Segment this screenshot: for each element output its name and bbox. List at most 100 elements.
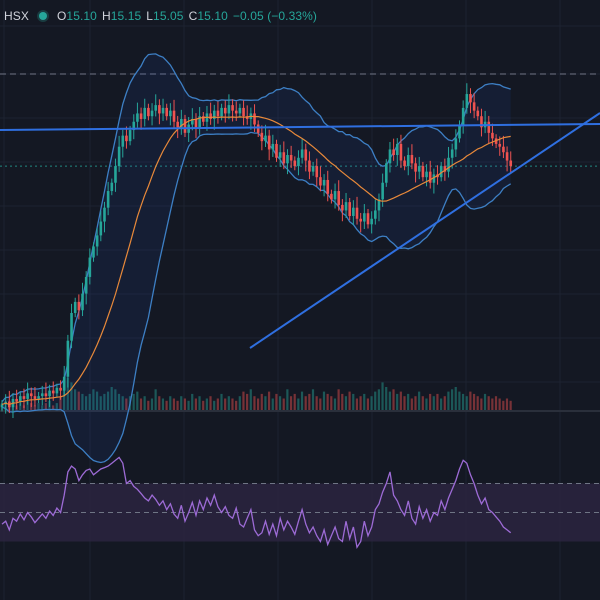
volume-bar [502, 400, 505, 410]
candle-body [92, 246, 95, 258]
volume-bar [44, 403, 47, 410]
volume-bar [289, 396, 293, 410]
candle-body [110, 182, 114, 192]
candle-body [425, 171, 428, 178]
volume-bar [216, 398, 219, 410]
open-label: O [56, 9, 67, 23]
volume-bar [509, 400, 512, 410]
volume-bar [176, 400, 179, 410]
candle-body [227, 105, 231, 114]
candle-body [487, 121, 491, 133]
volume-bar [220, 393, 223, 410]
candle-body [220, 107, 223, 117]
candle-body [374, 210, 377, 219]
candle-body [392, 149, 395, 156]
candle-body [95, 235, 99, 247]
high-label: H [101, 9, 111, 23]
volume-bar [202, 400, 205, 410]
bollinger-lower-line [1, 131, 512, 464]
candle-body [403, 160, 406, 167]
volume-bar [154, 389, 157, 410]
candle-body [344, 202, 348, 211]
volume-bar [238, 396, 241, 410]
candle-body [491, 132, 494, 139]
volume-bar [194, 398, 197, 410]
volume-bar [403, 396, 406, 410]
resistance-trendline [0, 123, 600, 131]
volume-bar [385, 387, 388, 410]
candle-body [154, 105, 158, 111]
volume-bar [308, 393, 311, 410]
candle-body [40, 393, 44, 397]
volume-bar [429, 393, 432, 410]
volume-bar [242, 391, 245, 410]
candle-body [242, 107, 245, 117]
volume-bar [231, 398, 234, 410]
candle-body [264, 135, 267, 142]
volume-bar [95, 391, 99, 410]
volume-bar [150, 398, 154, 410]
change-value: −0.05 (−0.33%) [232, 9, 318, 23]
volume-bar [286, 389, 289, 410]
volume-bar [125, 398, 128, 410]
candle-body [172, 110, 176, 122]
volume-bar [359, 396, 362, 410]
volume-bar [267, 391, 271, 410]
volume-bar [344, 396, 348, 410]
volume-bar [205, 398, 208, 410]
volume-bar [26, 400, 29, 410]
candle-body [267, 135, 271, 150]
candle-body [293, 160, 297, 167]
volume-bar [377, 389, 380, 410]
volume-bar [88, 393, 91, 410]
candle-body [381, 182, 384, 200]
volume-bar [352, 393, 355, 410]
candle-body [81, 293, 84, 311]
volume-bar [480, 398, 483, 410]
volume-bar [494, 396, 498, 410]
candle-body [315, 166, 319, 178]
volume-bars [0, 377, 512, 410]
candle-body [352, 207, 355, 216]
volume-bar [355, 398, 359, 410]
candle-body [348, 202, 351, 216]
volume-bar [487, 396, 490, 410]
candle-body [165, 107, 168, 117]
volume-bar [74, 389, 77, 410]
candle-body [106, 191, 110, 208]
candle-body [509, 160, 513, 167]
volume-bar [110, 387, 113, 410]
volume-bar [315, 396, 318, 410]
volume-bar [81, 393, 84, 410]
volume-bar [103, 393, 106, 410]
volume-bar [158, 396, 161, 410]
volume-bar [143, 396, 146, 410]
rsi-pane [1, 456, 512, 550]
candle-body [191, 118, 194, 125]
volume-bar [436, 393, 439, 410]
candle-body [286, 155, 289, 164]
moving-average-line [1, 115, 511, 406]
candle-body [472, 102, 476, 111]
candle-body [458, 124, 461, 139]
candle-body [388, 149, 392, 164]
candle-body [275, 143, 278, 158]
candle-body [33, 396, 37, 399]
candle-body [44, 393, 48, 397]
volume-bar [165, 400, 168, 410]
bollinger-fill [2, 53, 511, 463]
candle-body [399, 143, 403, 161]
volume-bar [235, 400, 238, 410]
volume-bar [418, 391, 421, 410]
candle-body [414, 163, 417, 172]
volume-bar [132, 393, 135, 410]
volume-bar [66, 377, 69, 410]
volume-bar [330, 396, 333, 410]
volume-bar [461, 393, 465, 410]
candle-body [150, 110, 154, 117]
volume-bar [19, 403, 22, 410]
volume-bar [341, 393, 344, 410]
trendlines[interactable] [0, 112, 600, 349]
candle-body [447, 157, 450, 172]
